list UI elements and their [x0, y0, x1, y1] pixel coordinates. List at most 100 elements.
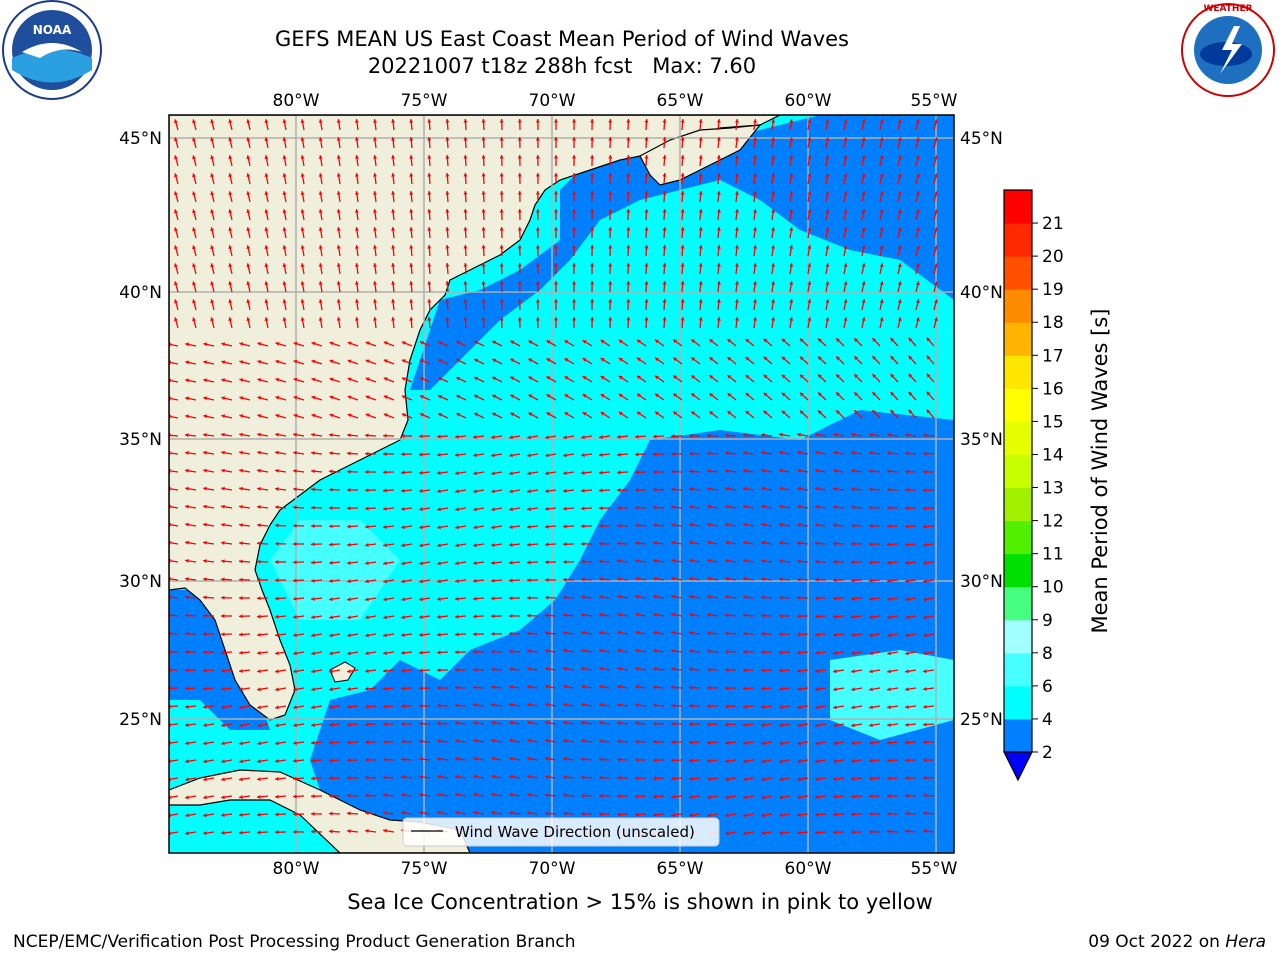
wind-wave-arrowhead	[581, 684, 585, 689]
wind-wave-arrowhead	[644, 263, 649, 267]
wind-wave-arrowhead	[923, 597, 927, 602]
wind-wave-arrowhead	[329, 776, 333, 781]
wind-wave-arrowhead	[923, 686, 927, 691]
wind-wave-arrowhead	[383, 377, 388, 382]
wind-wave-arrowhead	[257, 342, 262, 346]
wind-wave-arrowhead	[709, 375, 714, 379]
wind-wave-arrowhead	[509, 702, 513, 707]
wind-wave-arrowhead	[879, 155, 884, 160]
wind-wave-arrowhead	[239, 759, 243, 764]
wind-wave-arrowhead	[365, 633, 369, 638]
wind-wave-arrowhead	[761, 613, 765, 618]
wind-wave-arrowhead	[293, 829, 297, 834]
wind-wave-arrowhead	[707, 704, 711, 709]
wind-wave-arrowhead	[725, 504, 729, 509]
wind-wave-arrowhead	[825, 191, 830, 195]
wind-wave-arrowhead	[727, 393, 732, 397]
wind-wave-arrowhead	[779, 613, 783, 618]
wind-wave-arrowhead	[293, 633, 297, 638]
wind-wave-arrowhead	[419, 488, 423, 493]
wind-wave-arrowhead	[329, 793, 333, 798]
wind-wave-arrow	[169, 470, 179, 473]
wind-wave-arrowhead	[445, 173, 450, 177]
wind-wave-arrow	[169, 831, 179, 835]
wind-wave-arrowhead	[239, 795, 243, 800]
wind-wave-arrowhead	[599, 775, 603, 780]
wind-wave-arrowhead	[239, 396, 244, 401]
wind-wave-arrowhead	[300, 173, 305, 177]
wind-wave-arrowhead	[499, 281, 504, 285]
wind-wave-arrowhead	[689, 667, 693, 672]
wind-wave-arrowhead	[293, 687, 297, 692]
wind-wave-arrowhead	[455, 685, 459, 690]
wind-wave-arrowhead	[329, 687, 333, 692]
wind-wave-arrowhead	[636, 357, 641, 362]
wind-wave-arrowhead	[185, 540, 189, 545]
wind-wave-arrowhead	[228, 299, 233, 304]
wind-wave-arrowhead	[581, 470, 585, 475]
wind-wave-arrowhead	[671, 469, 675, 474]
wind-wave-arrowhead	[329, 651, 333, 656]
wind-wave-arrowhead	[905, 687, 909, 692]
wind-wave-arrowhead	[509, 667, 513, 672]
wind-wave-arrowhead	[499, 245, 504, 249]
wind-wave-arrowhead	[481, 317, 486, 321]
wind-wave-arrowhead	[300, 263, 305, 267]
wind-wave-arrowhead	[499, 191, 504, 195]
wind-wave-arrowhead	[653, 703, 657, 708]
wind-wave-arrowhead	[653, 648, 657, 653]
wind-wave-arrowhead	[707, 594, 711, 599]
wind-wave-arrowhead	[419, 615, 423, 620]
wind-wave-arrowhead	[608, 227, 613, 231]
lon-tick-bottom: 60°W	[785, 859, 832, 879]
wind-wave-arrowhead	[653, 739, 657, 744]
wind-wave-arrowhead	[734, 245, 739, 249]
wind-wave-arrowhead	[617, 488, 621, 493]
wind-wave-arrowhead	[698, 137, 703, 141]
wind-wave-arrowhead	[779, 686, 783, 691]
wind-wave-arrowhead	[833, 651, 837, 656]
wind-wave-arrowhead	[653, 721, 657, 726]
wind-wave-arrowhead	[491, 489, 495, 494]
wind-wave-arrowhead	[653, 505, 657, 510]
wind-wave-arrowhead	[761, 686, 765, 691]
wind-wave-arrowhead	[761, 831, 765, 836]
wind-wave-arrowhead	[833, 705, 837, 710]
wind-wave-arrowhead	[644, 137, 649, 141]
wind-wave-arrowhead	[926, 409, 931, 414]
wind-wave-arrowhead	[662, 263, 667, 267]
wind-wave-arrowhead	[257, 486, 261, 491]
wind-wave-arrowhead	[833, 559, 837, 564]
wind-wave-arrowhead	[707, 469, 711, 474]
wind-wave-arrowhead	[655, 411, 659, 416]
wind-wave-arrowhead	[185, 433, 189, 438]
wind-wave-arrowhead	[608, 317, 613, 321]
wind-wave-arrowhead	[311, 794, 315, 799]
wind-wave-arrowhead	[221, 522, 225, 527]
wind-wave-arrowhead	[491, 560, 495, 565]
wind-wave-arrowhead	[347, 524, 351, 529]
wind-wave-arrowhead	[833, 614, 837, 619]
wind-wave-arrowhead	[923, 758, 927, 763]
wind-wave-arrowhead	[934, 227, 938, 232]
wind-wave-arrowhead	[517, 119, 522, 123]
wind-wave-arrowhead	[210, 281, 215, 286]
wind-wave-arrowhead	[311, 633, 315, 638]
wind-wave-arrowhead	[553, 173, 558, 177]
wind-wave-arrowhead	[293, 413, 298, 418]
wind-wave-arrowhead	[581, 559, 585, 564]
wind-wave-arrowhead	[761, 486, 765, 491]
wind-wave-arrowhead	[553, 155, 558, 159]
wind-wave-arrowhead	[689, 522, 693, 527]
wind-wave-arrowhead	[851, 669, 855, 674]
wind-wave-arrowhead	[590, 317, 595, 321]
wind-wave-arrowhead	[662, 191, 667, 195]
wind-wave-arrowhead	[797, 577, 801, 582]
wind-wave-arrowhead	[626, 173, 631, 177]
wind-wave-arrowhead	[797, 812, 801, 817]
wind-wave-arrowhead	[897, 317, 902, 322]
wind-wave-arrowhead	[815, 486, 819, 491]
wind-wave-arrowhead	[437, 579, 441, 584]
wind-wave-arrowhead	[409, 155, 414, 159]
wind-wave-arrowhead	[510, 340, 515, 345]
